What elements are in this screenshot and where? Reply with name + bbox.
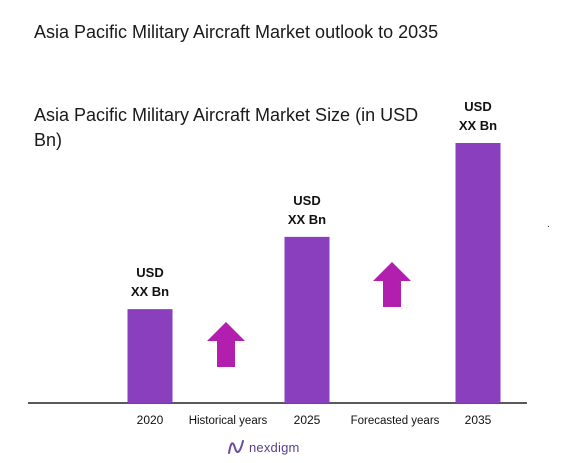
data-label-2025-line2: XX Bn: [288, 212, 326, 227]
nexdigm-logo-icon: [228, 440, 244, 454]
x-tick-label-2020: 2020: [137, 413, 164, 427]
chart-title: Asia Pacific Military Aircraft Market ou…: [34, 22, 439, 42]
bar-2035: [455, 143, 501, 403]
data-label-2020-line1: USD: [136, 265, 163, 280]
bar-2020: [127, 309, 173, 403]
brand-name: nexdigm: [249, 439, 300, 455]
stray-dot: .: [547, 219, 550, 230]
brand-logo: nexdigm: [227, 437, 300, 457]
growth-arrow-historical-icon: [207, 322, 245, 367]
chart-subtitle: Asia Pacific Military Aircraft Market Si…: [34, 105, 419, 150]
period-label-forecasted: Forecasted years: [351, 415, 440, 427]
period-label-historical: Historical years: [189, 415, 268, 427]
growth-arrow-forecasted-icon: [373, 262, 411, 307]
data-label-2020-line2: XX Bn: [131, 284, 169, 299]
bar-2025: [284, 236, 330, 403]
x-tick-label-2025: 2025: [294, 413, 321, 427]
x-tick-label-2035: 2035: [465, 413, 492, 427]
data-label-2035-line2: XX Bn: [459, 118, 497, 133]
data-label-2025-line1: USD: [293, 193, 320, 208]
data-label-2035-line1: USD: [464, 99, 491, 114]
